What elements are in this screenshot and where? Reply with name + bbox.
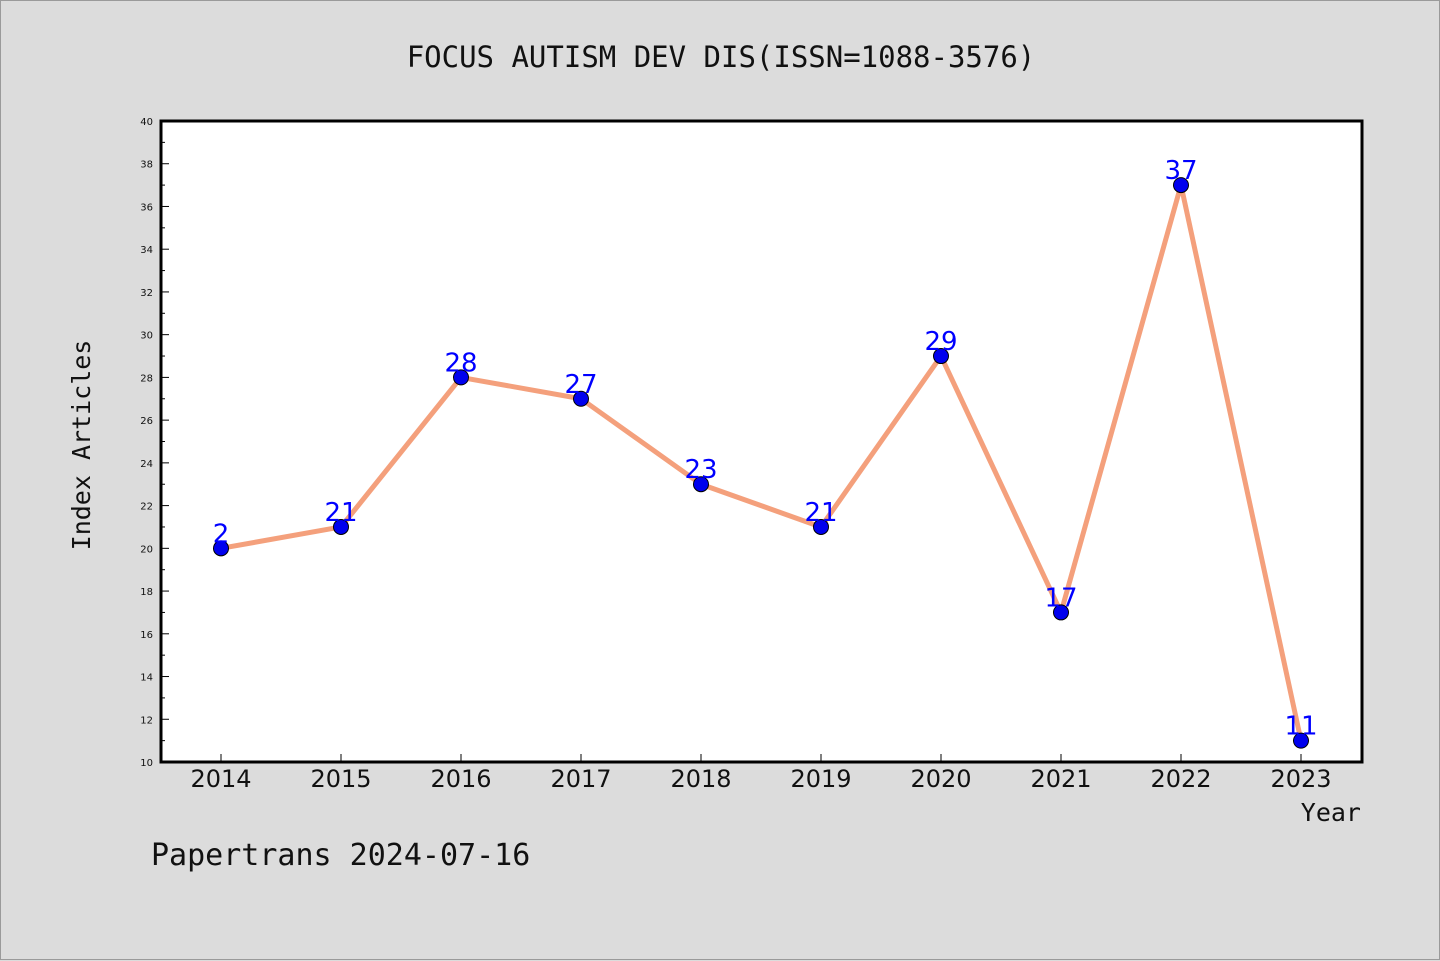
series-line	[220, 182, 1304, 742]
data-point	[693, 476, 709, 493]
y-tick-label: 30	[140, 331, 153, 342]
x-tick-label: 2019	[790, 765, 851, 793]
data-point	[453, 369, 469, 386]
y-tick-label: 18	[140, 587, 153, 598]
series-markers	[213, 177, 1309, 749]
data-label: 23	[684, 455, 717, 485]
x-tick-label: 2016	[430, 765, 491, 793]
y-tick-label: 36	[140, 202, 153, 213]
y-tick-label: 26	[140, 416, 153, 427]
data-point	[1053, 604, 1069, 621]
y-axis-label: Index Articles	[67, 340, 96, 551]
x-tick-label: 2020	[910, 765, 971, 793]
x-tick-label: 2018	[670, 765, 731, 793]
chart-title: FOCUS AUTISM DEV DIS(ISSN=1088-3576)	[407, 40, 1036, 74]
data-label: 28	[444, 348, 477, 378]
y-tick-label: 24	[140, 459, 153, 470]
y-tick-label: 16	[140, 630, 153, 641]
data-label: 21	[324, 498, 357, 528]
data-label: 37	[1164, 156, 1197, 186]
x-tick-label: 2021	[1030, 765, 1091, 793]
data-point	[933, 348, 949, 365]
data-point	[213, 540, 229, 557]
data-label: 29	[924, 327, 957, 357]
data-label: 21	[804, 498, 837, 528]
x-axis-ticks: 2014 2015 2016 2017 2018 2019 2020 2021 2022 2023	[190, 754, 1332, 793]
x-tick-label: 2017	[550, 765, 611, 793]
data-point	[1293, 732, 1309, 749]
x-axis-label: Year	[1301, 798, 1361, 827]
data-label: 27	[564, 370, 597, 400]
y-tick-label: 10	[140, 758, 153, 769]
data-point	[1173, 177, 1189, 194]
x-tick-label: 2023	[1270, 765, 1331, 793]
y-tick-label: 22	[140, 502, 153, 513]
data-label: 17	[1044, 583, 1077, 613]
y-tick-label: 28	[140, 373, 153, 384]
y-tick-label: 14	[140, 673, 153, 684]
data-point	[333, 518, 349, 535]
x-tick-label: 2022	[1150, 765, 1211, 793]
y-tick-label: 40	[140, 117, 153, 128]
y-tick-label: 20	[140, 544, 153, 555]
data-label: 2	[213, 519, 230, 549]
x-tick-label: 2015	[310, 765, 371, 793]
y-tick-label: 38	[140, 160, 153, 171]
plot-border	[159, 119, 1364, 764]
plot-area	[161, 121, 1362, 762]
y-tick-label: 32	[140, 288, 153, 299]
series-line-group	[220, 182, 1304, 742]
footer-watermark: Papertrans 2024-07-16	[151, 838, 530, 873]
x-tick-label: 2014	[190, 765, 251, 793]
data-label: 11	[1284, 712, 1317, 742]
data-point	[813, 518, 829, 535]
data-labels: 2 21 28 27 23 21 29 17 37 11	[213, 156, 1318, 742]
y-tick-label: 34	[140, 245, 153, 256]
y-tick-label: 12	[140, 715, 153, 726]
data-point	[573, 390, 589, 407]
y-axis-ticks: 10 12 14 16 18 20 22 24 26 28 30 32 34 36 38 40	[140, 117, 169, 769]
